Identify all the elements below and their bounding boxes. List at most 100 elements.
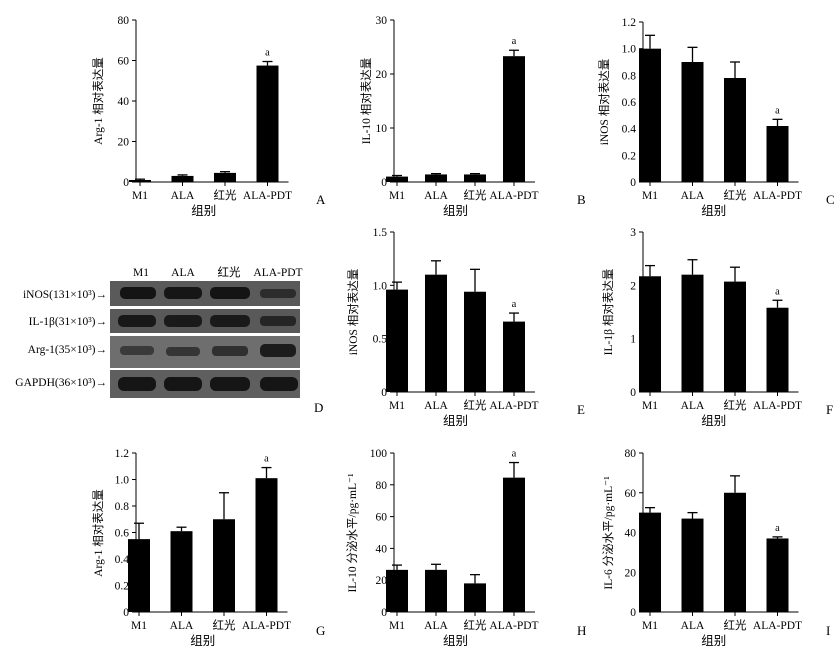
panel-letter: G bbox=[316, 623, 325, 638]
panel-letter: A bbox=[316, 192, 326, 207]
category-label: ALA bbox=[681, 190, 705, 202]
bar bbox=[425, 174, 447, 182]
category-label: ALA-PDT bbox=[753, 620, 802, 632]
category-label: ALA-PDT bbox=[489, 190, 538, 202]
y-tick-label: 60 bbox=[118, 56, 130, 68]
bar bbox=[170, 531, 193, 612]
y-axis-title: IL-10 相对表达量 bbox=[359, 58, 373, 145]
bar bbox=[128, 539, 150, 612]
bar bbox=[724, 492, 746, 612]
x-axis-title: 组别 bbox=[701, 414, 726, 428]
y-tick-label: 0.5 bbox=[373, 334, 388, 346]
chart-panel-e: 0 0.5 1.0 1.5 M1 ALA 红光 ALA-PDT a 组别 iNOS 相对表达量 E bbox=[346, 227, 585, 428]
category-label: ALA-PDT bbox=[243, 190, 292, 202]
panel-letter: B bbox=[577, 192, 586, 207]
blot-band bbox=[120, 287, 156, 299]
y-tick-label: 10 bbox=[376, 123, 388, 135]
bar bbox=[724, 78, 746, 182]
bar bbox=[386, 289, 408, 392]
bar bbox=[503, 477, 525, 612]
x-axis-title: 组别 bbox=[443, 414, 468, 428]
y-tick-label: 0.4 bbox=[115, 554, 130, 566]
significance-label: a bbox=[775, 286, 780, 297]
blot-band bbox=[212, 346, 248, 356]
y-tick-label: 0.6 bbox=[622, 97, 637, 109]
bar bbox=[639, 276, 661, 392]
blot-band bbox=[118, 315, 156, 327]
panel-letter: I bbox=[826, 623, 830, 638]
category-label: 红光 bbox=[213, 618, 236, 632]
blot-row-label: Arg-1(35×10³)→ bbox=[28, 344, 107, 356]
y-tick-label: 1.2 bbox=[115, 448, 130, 460]
bar bbox=[386, 176, 408, 182]
bar bbox=[503, 321, 525, 392]
y-tick-label: 100 bbox=[370, 448, 388, 460]
bar bbox=[681, 518, 704, 612]
bar bbox=[639, 48, 661, 182]
y-tick-label: 1.0 bbox=[115, 475, 130, 487]
blot-band bbox=[118, 377, 156, 391]
significance-label: a bbox=[265, 48, 270, 59]
y-tick-label: 1 bbox=[630, 334, 636, 346]
blot-band bbox=[260, 344, 296, 357]
bar bbox=[464, 291, 486, 392]
y-tick-label: 20 bbox=[625, 567, 637, 579]
y-tick-label: 0 bbox=[381, 177, 387, 189]
category-label: M1 bbox=[389, 620, 405, 632]
blot-lane-label: ALA-PDT bbox=[253, 267, 302, 279]
y-tick-label: 0.6 bbox=[115, 528, 130, 540]
blot-band bbox=[166, 347, 200, 356]
y-tick-label: 0 bbox=[381, 607, 387, 619]
x-axis-title: 组别 bbox=[190, 634, 215, 648]
y-tick-label: 60 bbox=[376, 512, 388, 524]
category-label: ALA-PDT bbox=[242, 620, 291, 632]
blot-row-label: GAPDH(36×10³)→ bbox=[15, 377, 107, 389]
x-axis-title: 组别 bbox=[443, 634, 468, 648]
y-tick-label: 0 bbox=[381, 387, 387, 399]
y-tick-label: 2 bbox=[630, 280, 636, 292]
category-label: ALA-PDT bbox=[489, 620, 538, 632]
category-label: ALA-PDT bbox=[489, 400, 538, 412]
blot-row-label: iNOS(131×10³)→ bbox=[23, 289, 107, 301]
y-tick-label: 40 bbox=[118, 96, 130, 108]
y-tick-label: 20 bbox=[376, 575, 388, 587]
category-label: 红光 bbox=[464, 188, 487, 202]
x-axis-title: 组别 bbox=[701, 634, 726, 648]
y-axis-title: Arg-1 相对表达量 bbox=[91, 489, 105, 577]
y-tick-label: 20 bbox=[376, 69, 388, 81]
significance-label: a bbox=[775, 523, 780, 534]
bar bbox=[255, 478, 278, 612]
category-label: M1 bbox=[642, 620, 658, 632]
y-axis-title: iNOS 相对表达量 bbox=[346, 269, 360, 356]
bar bbox=[766, 307, 789, 392]
category-label: M1 bbox=[642, 400, 658, 412]
y-axis-title: iNOS 相对表达量 bbox=[597, 59, 611, 146]
y-tick-label: 1.0 bbox=[373, 280, 388, 292]
y-tick-label: 0.2 bbox=[115, 581, 130, 593]
category-label: M1 bbox=[642, 190, 658, 202]
y-tick-label: 0.2 bbox=[622, 150, 637, 162]
chart-panel-g: 0 0.2 0.4 0.6 0.8 1.0 1.2 M1 ALA 红光 ALA-PDT a 组别 Arg-… bbox=[91, 448, 325, 648]
y-tick-label: 30 bbox=[376, 15, 388, 27]
category-label: M1 bbox=[132, 190, 148, 202]
y-tick-label: 60 bbox=[625, 488, 637, 500]
category-label: 红光 bbox=[724, 618, 747, 632]
significance-label: a bbox=[512, 449, 517, 460]
bar bbox=[214, 172, 236, 182]
blot-band bbox=[260, 289, 296, 298]
category-label: 红光 bbox=[214, 188, 237, 202]
bar bbox=[425, 569, 447, 612]
significance-label: a bbox=[512, 36, 517, 47]
blot-band bbox=[210, 287, 250, 299]
y-tick-label: 0.8 bbox=[622, 70, 637, 82]
y-tick-label: 0 bbox=[630, 387, 636, 399]
chart-panel-a: 0 20 40 60 80 M1 ALA 红光 ALA-PDT a 组别 Arg-1 相对表达量 A bbox=[91, 15, 326, 218]
category-label: ALA-PDT bbox=[753, 400, 802, 412]
bar bbox=[724, 281, 746, 392]
y-tick-label: 3 bbox=[630, 227, 636, 239]
y-tick-label: 80 bbox=[625, 448, 637, 460]
y-tick-label: 1.2 bbox=[622, 17, 637, 29]
blot-band bbox=[210, 377, 250, 391]
blot-band bbox=[164, 287, 202, 299]
